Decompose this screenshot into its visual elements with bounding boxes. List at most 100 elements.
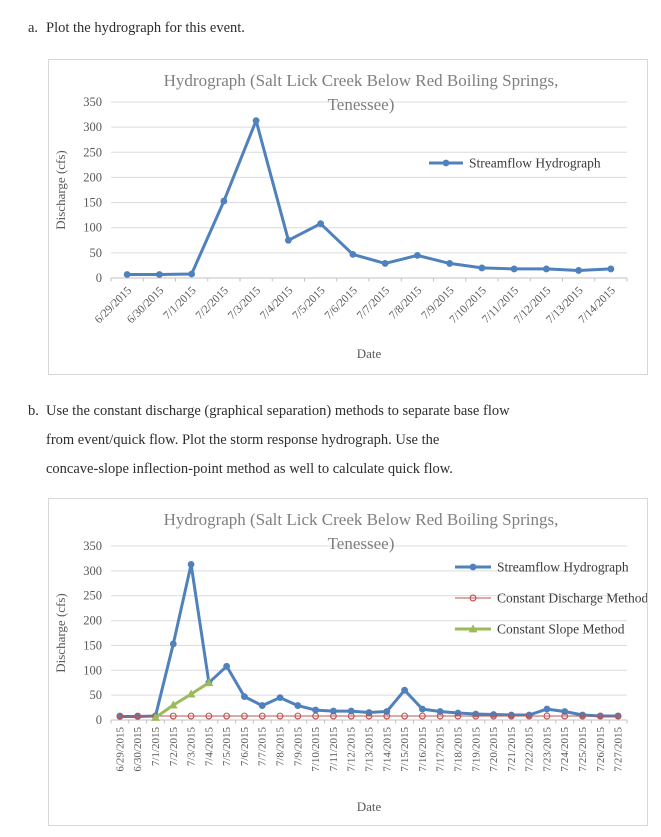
y-tick-label: 300 — [83, 564, 102, 578]
y-tick-label: 250 — [83, 145, 102, 159]
question-b-label: b. — [28, 403, 39, 419]
x-tick-label: 7/12/2015 — [346, 727, 358, 772]
data-point-marker — [329, 712, 337, 720]
data-point-marker — [276, 694, 284, 702]
data-point-marker — [312, 706, 320, 714]
x-tick-label: 7/5/2015 — [290, 284, 328, 322]
x-tick-label: 7/11/2015 — [328, 727, 340, 772]
data-point-marker — [258, 702, 266, 709]
data-point-marker — [284, 236, 292, 244]
legend-label: Constant Slope Method — [497, 622, 625, 637]
x-tick-label: 7/10/2015 — [310, 727, 322, 772]
data-point-marker — [365, 709, 373, 716]
x-tick-label: 7/8/2015 — [275, 727, 287, 767]
hydrograph-chart-b: 0 50 100 150 200 250 300 350 6/29/2015 6/30/2015 7… — [48, 498, 648, 826]
y-tick-label: 200 — [83, 614, 102, 628]
chart-title: Hydrograph (Salt Lick Creek Below Red Bo… — [164, 71, 559, 114]
x-axis-ticks — [110, 720, 628, 724]
hydrograph-chart-a: 0 50 100 150 200 250 300 350 6/29/2015 6/30/2015 7… — [48, 59, 648, 375]
x-tick-label: 7/23/2015 — [541, 727, 553, 772]
data-point-marker — [151, 712, 160, 721]
data-point-marker — [220, 197, 228, 205]
data-point-marker — [169, 640, 177, 648]
x-tick-label: 7/3/2015 — [226, 284, 264, 322]
data-point-marker — [381, 260, 389, 267]
data-point-marker — [454, 712, 462, 720]
x-tick-label: 7/7/2015 — [355, 284, 393, 322]
data-point-marker — [413, 251, 421, 259]
legend-item-streamflow-hydrograph: Streamflow Hydrograph — [429, 156, 601, 171]
gridlines — [111, 545, 627, 721]
x-tick-label: 7/21/2015 — [506, 727, 518, 772]
x-tick-label: 7/15/2015 — [399, 727, 411, 772]
data-point-marker — [168, 700, 178, 709]
x-tick-label: 7/4/2015 — [258, 284, 296, 322]
data-point-marker — [542, 265, 550, 273]
x-tick-label: 7/13/2015 — [364, 727, 376, 772]
series-constant-slope-method — [151, 678, 214, 721]
data-point-marker — [155, 271, 163, 278]
data-point-marker — [478, 264, 486, 272]
data-point-marker — [347, 707, 355, 715]
question-b-line-3: concave-slope inflection-point method as… — [46, 461, 453, 477]
x-tick-label: 7/24/2015 — [559, 727, 571, 772]
y-axis-tick-labels: 0 50 100 150 200 250 300 350 — [83, 539, 102, 727]
data-point-marker — [187, 560, 195, 568]
data-point-marker — [276, 712, 284, 720]
hydrograph-chart-b-svg: 0 50 100 150 200 250 300 350 6/29/2015 6/30/2015 7… — [53, 510, 647, 814]
data-point-marker — [223, 712, 231, 720]
data-point-marker — [294, 712, 302, 720]
x-axis-ticks — [110, 278, 628, 282]
data-point-marker — [205, 712, 213, 720]
data-point-marker — [312, 712, 320, 720]
legend-item-constant-slope-method: Constant Slope Method — [455, 622, 625, 637]
data-point-marker — [134, 712, 142, 720]
x-axis-tick-labels: 6/29/20156/30/20157/1/20157/2/20157/3/20… — [93, 284, 618, 326]
x-tick-label: 7/1/2015 — [150, 727, 162, 767]
series-streamflow-hydrograph — [116, 560, 622, 720]
legend-label: Streamflow Hydrograph — [469, 156, 601, 171]
y-axis-title: Discharge (cfs) — [53, 593, 68, 673]
y-tick-label: 50 — [90, 688, 103, 702]
x-tick-label: 7/14/2015 — [381, 727, 393, 772]
x-tick-label: 7/25/2015 — [577, 727, 589, 772]
chart-title-line: Tenessee) — [328, 534, 395, 553]
y-axis-tick-labels: 0 50 100 150 200 250 300 350 — [83, 95, 102, 285]
y-tick-label: 300 — [83, 120, 102, 134]
x-tick-label: 6/29/2015 — [114, 727, 126, 772]
question-a-label: a. — [28, 20, 39, 36]
x-tick-label: 7/9/2015 — [292, 727, 304, 767]
y-tick-label: 200 — [83, 170, 102, 184]
data-point-marker — [525, 712, 533, 720]
y-tick-label: 0 — [96, 713, 102, 727]
data-point-marker — [240, 712, 248, 720]
y-tick-label: 100 — [83, 663, 102, 677]
data-point-marker — [349, 250, 357, 258]
data-point-marker — [258, 712, 266, 720]
x-tick-label: 7/2/2015 — [194, 284, 232, 322]
data-point-marker — [614, 712, 622, 720]
x-tick-label: 7/27/2015 — [613, 727, 625, 772]
x-tick-label: 7/17/2015 — [435, 727, 447, 772]
series-constant-slope-method-line — [154, 681, 211, 719]
y-tick-label: 100 — [83, 221, 102, 235]
data-point-marker — [294, 702, 302, 709]
data-point-marker — [123, 271, 131, 278]
gridlines — [111, 101, 627, 279]
legend-label: Constant Discharge Method — [497, 591, 647, 606]
x-axis-title: Date — [357, 799, 382, 814]
data-point-marker — [507, 712, 515, 720]
data-point-marker — [575, 267, 583, 274]
legend-item-constant-discharge-method: Constant Discharge Method — [455, 591, 647, 606]
y-tick-label: 150 — [83, 638, 102, 652]
x-tick-label: 7/16/2015 — [417, 727, 429, 772]
x-tick-label: 7/20/2015 — [488, 727, 500, 772]
data-point-marker — [223, 662, 231, 670]
data-point-marker — [401, 686, 408, 694]
x-tick-label: 7/4/2015 — [203, 727, 215, 767]
y-tick-label: 350 — [83, 95, 102, 109]
data-point-marker — [418, 712, 426, 720]
data-point-marker — [365, 712, 373, 720]
